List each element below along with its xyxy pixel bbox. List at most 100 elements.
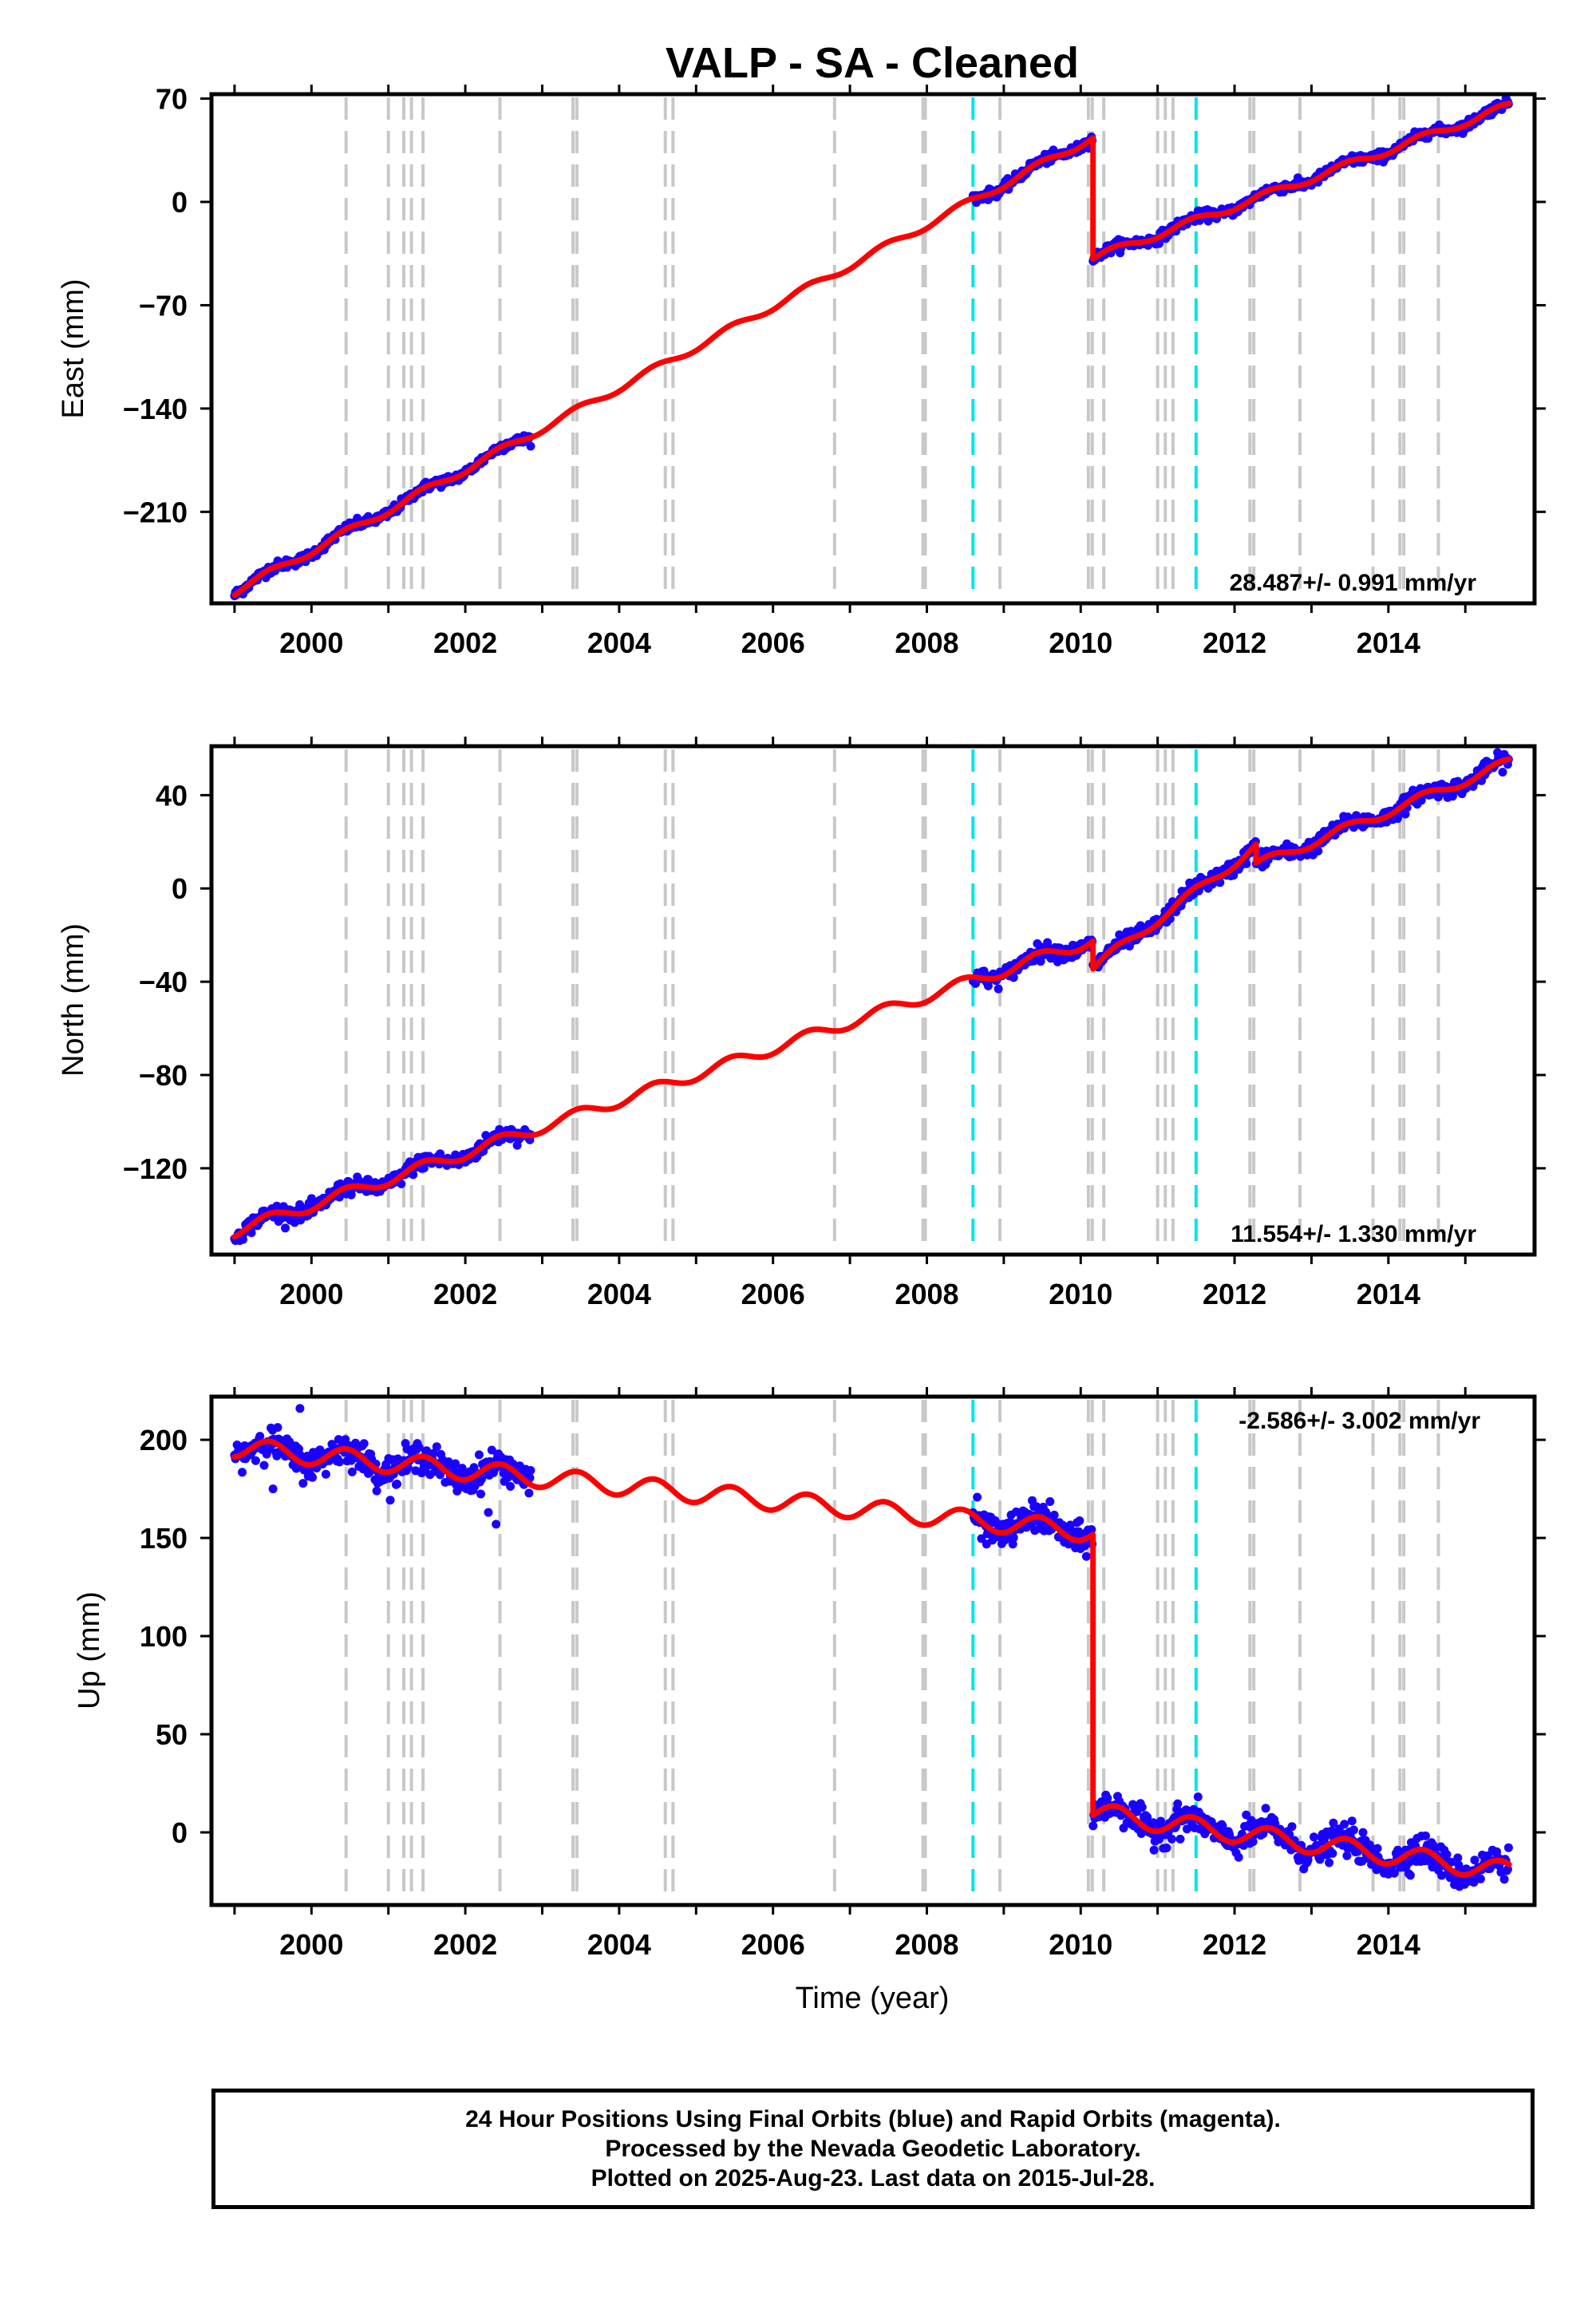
data-point	[1009, 973, 1018, 982]
data-point	[1175, 1834, 1185, 1844]
x-tick-label: 2010	[1049, 1278, 1112, 1310]
x-tick-label: 2014	[1357, 626, 1420, 659]
x-tick-label: 2006	[741, 1928, 805, 1961]
event-lines-east	[344, 97, 1440, 600]
data-point	[1173, 1799, 1183, 1808]
x-tick-label: 2006	[741, 626, 805, 659]
data-point	[506, 1482, 516, 1491]
data-point	[1328, 1848, 1337, 1858]
data-point	[526, 441, 535, 451]
y-tick-label: 0	[172, 186, 188, 219]
x-tick-label: 2004	[587, 1928, 651, 1961]
data-point	[524, 1488, 534, 1498]
data-point	[259, 1460, 269, 1470]
data-point	[393, 1480, 401, 1488]
data-point	[308, 1472, 317, 1482]
ticks-east: 2000 2002 2004 2006 2008 2010 2012 2014 70 0 −70 −1…	[123, 83, 1546, 659]
data-point	[1248, 1837, 1258, 1847]
data-point	[397, 1179, 406, 1188]
data-point	[1476, 1874, 1485, 1883]
data-point	[359, 1439, 369, 1448]
data-point	[298, 1479, 308, 1488]
x-tick-label: 2004	[587, 1278, 651, 1310]
data-point	[492, 1520, 501, 1529]
data-point	[1499, 1875, 1509, 1884]
data-point	[347, 1467, 357, 1476]
data-point	[994, 984, 1003, 994]
ylabel-east: East (mm)	[57, 279, 90, 418]
data-point	[251, 1456, 260, 1465]
data-point	[1503, 1843, 1513, 1852]
x-tick-label: 2010	[1049, 626, 1112, 659]
x-tick-label: 2002	[433, 626, 497, 659]
x-tick-label: 2002	[433, 1928, 497, 1961]
data-point	[1340, 1820, 1349, 1829]
data-point	[432, 1442, 441, 1452]
fit-line-east	[231, 100, 1512, 599]
x-tick-label: 2008	[895, 626, 958, 659]
data-point	[973, 1492, 982, 1502]
data-point	[281, 1223, 290, 1233]
data-point	[1193, 1792, 1203, 1801]
data-point	[1310, 1832, 1318, 1842]
x-tick-label: 2000	[279, 626, 343, 659]
data-point	[385, 1496, 395, 1505]
data-point	[1287, 1822, 1297, 1832]
ylabel-north: North (mm)	[57, 923, 90, 1077]
data-point	[1137, 1803, 1147, 1812]
footer-box: 24 Hour Positions Using Final Orbits (bl…	[211, 2089, 1535, 2209]
data-point	[983, 981, 993, 990]
data-point	[1049, 1510, 1059, 1520]
x-tick-label: 2000	[279, 1928, 343, 1961]
rate-label-up: -2.586+/- 3.002 mm/yr	[1238, 1408, 1480, 1434]
x-tick-label: 2008	[895, 1278, 958, 1310]
rate-label-east: 28.487+/- 0.991 mm/yr	[1230, 570, 1477, 596]
event-lines-north	[344, 749, 1440, 1251]
x-tick-label: 2012	[1203, 1278, 1266, 1310]
x-tick-label: 2014	[1357, 1928, 1420, 1961]
y-tick-label: −70	[139, 289, 188, 322]
data-point	[321, 1469, 330, 1479]
footer-line-1: 24 Hour Positions Using Final Orbits (bl…	[465, 2106, 1281, 2132]
y-tick-label: 0	[172, 1816, 188, 1849]
x-tick-label: 2012	[1203, 1928, 1266, 1961]
panel-up: 2000 2002 2004 2006 2008 2010 2012 2014 200 150 10…	[73, 1387, 1546, 1961]
y-tick-label: −120	[123, 1152, 188, 1185]
data-point	[526, 1466, 535, 1475]
x-tick-label: 2014	[1357, 1278, 1420, 1310]
data-point	[1234, 1852, 1243, 1862]
data-point	[1045, 1497, 1055, 1506]
data-point	[1421, 1831, 1430, 1840]
ylabel-up: Up (mm)	[73, 1591, 106, 1709]
data-point	[1075, 1516, 1084, 1525]
data-point	[476, 1489, 485, 1499]
data-point	[1373, 1844, 1382, 1853]
data-point	[334, 1457, 344, 1467]
data-point	[1215, 878, 1225, 887]
y-tick-label: −40	[139, 966, 188, 998]
data-point	[1325, 1858, 1334, 1867]
y-tick-label: 0	[172, 872, 188, 905]
panel-east: 2000 2002 2004 2006 2008 2010 2012 2014 70 0 −70 −1…	[57, 83, 1546, 659]
x-tick-label: 2006	[741, 1278, 805, 1310]
y-tick-label: 100	[140, 1620, 188, 1653]
data-point	[1155, 239, 1163, 248]
rate-label-north: 11.554+/- 1.330 mm/yr	[1231, 1221, 1476, 1247]
data-point	[372, 1486, 381, 1496]
panel-north: 2000 2002 2004 2006 2008 2010 2012 2014 40 0 −40 −8…	[57, 737, 1546, 1310]
data-point	[484, 1508, 493, 1517]
fit-line-up	[231, 1438, 1512, 1878]
data-point	[1347, 1816, 1357, 1826]
data-point	[1081, 1551, 1091, 1561]
footer-line-2: Processed by the Nevada Geodetic Laborat…	[605, 2136, 1141, 2162]
data-point	[409, 1170, 418, 1180]
data-point	[295, 1404, 305, 1413]
plot-frame-east	[209, 92, 1537, 606]
data-point	[1349, 1825, 1358, 1835]
y-tick-label: 70	[156, 83, 188, 116]
y-tick-label: −140	[123, 393, 188, 425]
data-point	[306, 1194, 316, 1203]
data-point	[1470, 1856, 1479, 1865]
x-tick-label: 2000	[279, 1278, 343, 1310]
